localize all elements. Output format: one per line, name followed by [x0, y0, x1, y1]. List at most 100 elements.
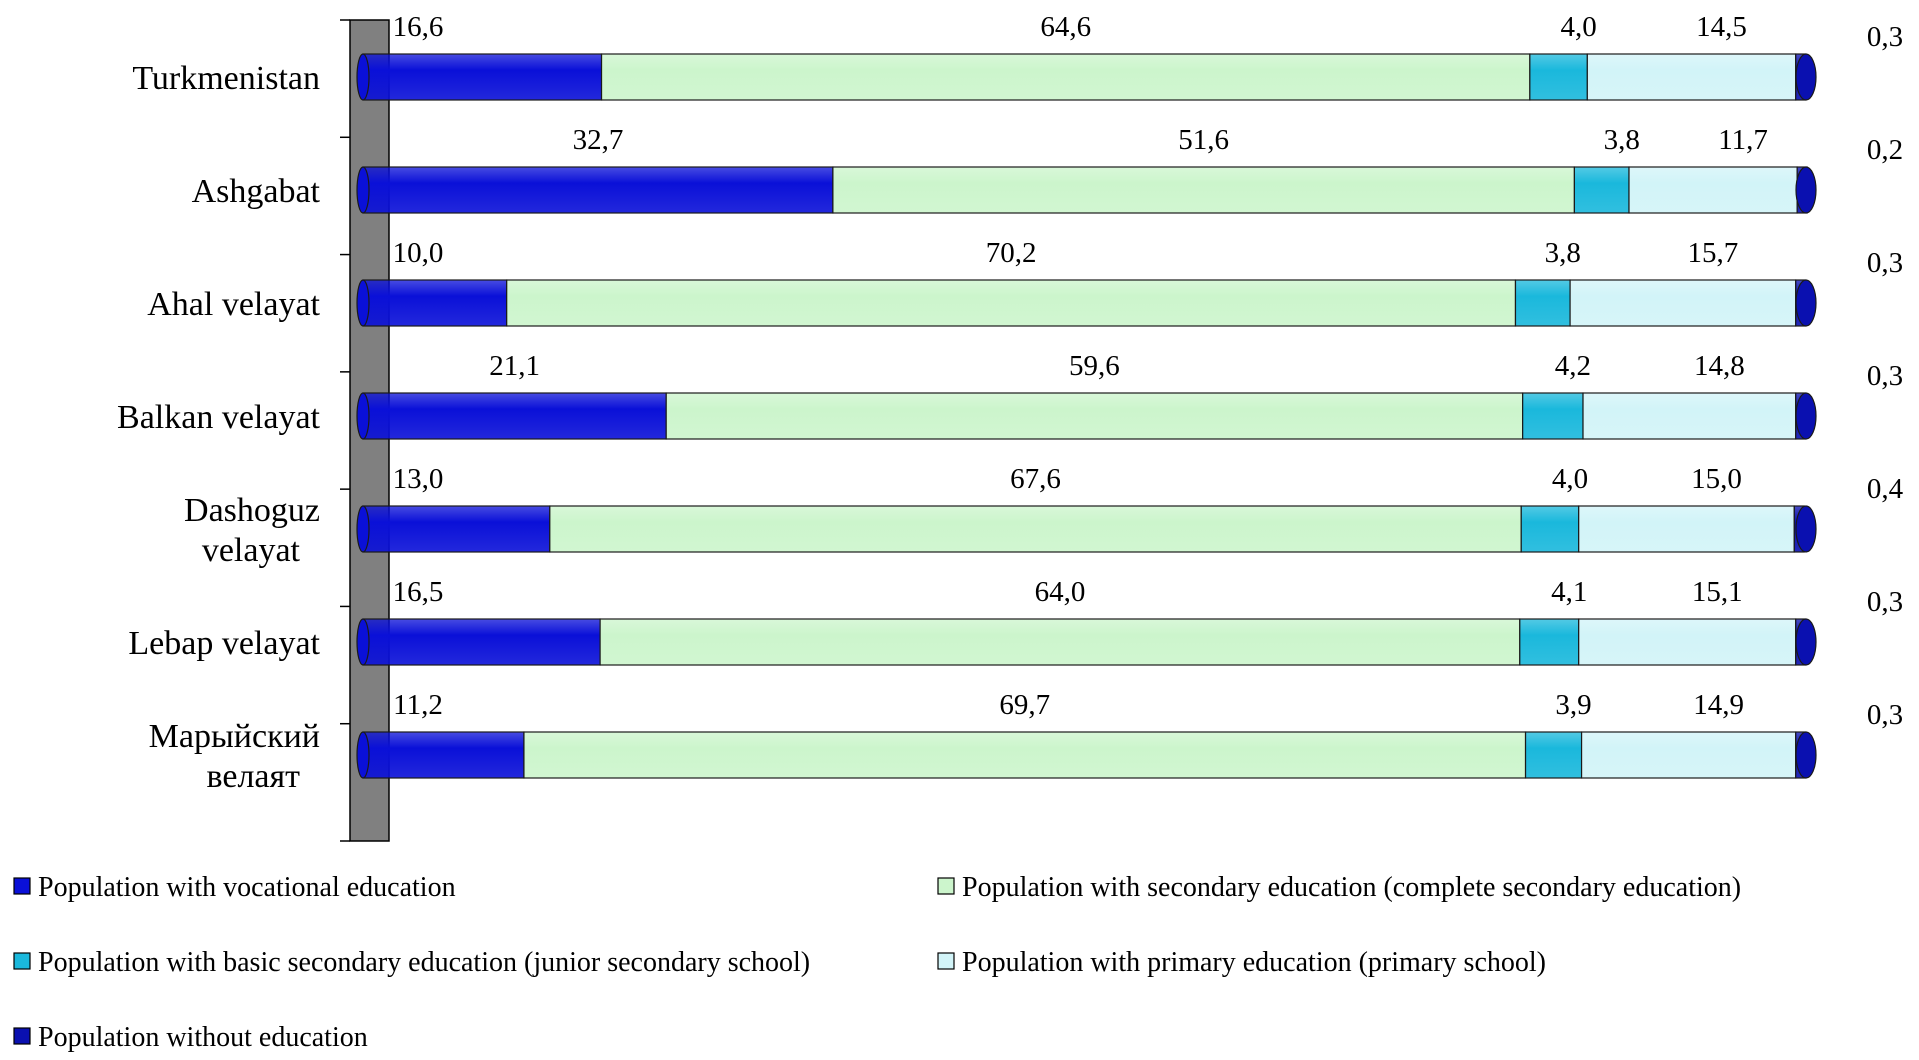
- legend: Population with vocational education Popu…: [13, 872, 1741, 1053]
- data-label: 69,7: [999, 689, 1050, 721]
- bar-segment: [362, 731, 525, 779]
- bar-segment: [362, 166, 834, 214]
- bar-segment: [1520, 505, 1580, 553]
- bar-cap-left: [356, 731, 370, 779]
- legend-swatch: [937, 877, 955, 895]
- bar-segment: [1578, 618, 1797, 666]
- bar-cap-left: [356, 279, 370, 327]
- legend-label: Population with secondary education (com…: [962, 872, 1741, 903]
- data-label: 16,6: [393, 11, 444, 43]
- bar-cap-left: [356, 392, 370, 440]
- bar-cap-left: [356, 505, 370, 553]
- bar-cap-left: [356, 618, 370, 666]
- legend-swatch: [13, 877, 31, 895]
- bar-segment: [1529, 53, 1588, 101]
- data-label: 64,0: [1035, 576, 1086, 608]
- data-label: 15,1: [1692, 576, 1743, 608]
- bar-cap-right: [1795, 279, 1817, 327]
- category-label: Turkmenistan: [132, 60, 320, 97]
- data-label: 0,3: [1867, 247, 1903, 279]
- bar-segment: [832, 166, 1575, 214]
- data-label: 15,7: [1688, 237, 1739, 269]
- data-label: 3,9: [1555, 689, 1591, 721]
- data-label: 4,1: [1551, 576, 1587, 608]
- bar-segment: [1578, 505, 1795, 553]
- data-label: 14,5: [1696, 11, 1747, 43]
- bar-segment: [665, 392, 1524, 440]
- bar-cap-right: [1795, 166, 1817, 214]
- legend-label: Population with basic secondary educatio…: [38, 947, 810, 978]
- data-label: 0,3: [1867, 360, 1903, 392]
- category-label: Dashoguz: [184, 492, 320, 529]
- legend-label: Population with vocational education: [38, 872, 456, 903]
- data-label: 14,9: [1693, 689, 1744, 721]
- bar-segment: [1514, 279, 1571, 327]
- bar-segment: [362, 505, 551, 553]
- category-label: Ahal velayat: [147, 286, 320, 323]
- data-label: 51,6: [1178, 124, 1229, 156]
- bar-segment: [362, 618, 601, 666]
- bar-segment: [362, 279, 508, 327]
- bar-segment: [1522, 392, 1584, 440]
- bar-segment: [523, 731, 1527, 779]
- category-labels: Turkmenistan Ashgabat Ahal velayat Balkan v…: [117, 60, 321, 795]
- data-label: 0,2: [1867, 134, 1903, 166]
- data-label: 0,3: [1867, 586, 1903, 618]
- data-label: 4,0: [1560, 11, 1596, 43]
- data-label: 13,0: [393, 463, 444, 495]
- data-label: 0,3: [1867, 699, 1903, 731]
- category-label: Ashgabat: [192, 173, 321, 210]
- data-label: 64,6: [1040, 11, 1091, 43]
- bar-segment: [1580, 731, 1797, 779]
- data-label: 15,0: [1691, 463, 1742, 495]
- bar-segment: [506, 279, 1517, 327]
- bar-segment: [599, 618, 1521, 666]
- bar-cap-right: [1795, 392, 1817, 440]
- data-label: 21,1: [489, 350, 540, 382]
- bar-segment: [1582, 392, 1797, 440]
- category-label: Balkan velayat: [117, 399, 321, 436]
- bar-segment: [549, 505, 1522, 553]
- bar-segment: [1628, 166, 1798, 214]
- legend-label: Population without education: [38, 1022, 368, 1053]
- bar-cap-right: [1795, 505, 1817, 553]
- bar-cap-left: [356, 53, 370, 101]
- bar-segment: [362, 53, 603, 101]
- data-label: 11,2: [393, 689, 443, 721]
- bar-segment: [1586, 53, 1797, 101]
- data-label: 11,7: [1718, 124, 1768, 156]
- data-label: 10,0: [393, 237, 444, 269]
- bar-cap-left: [356, 166, 370, 214]
- legend-label: Population with primary education (prima…: [962, 947, 1546, 978]
- bars: [356, 53, 1817, 779]
- legend-swatch: [937, 952, 955, 970]
- data-label: 14,8: [1694, 350, 1745, 382]
- legend-swatch: [13, 1027, 31, 1045]
- data-label: 3,8: [1545, 237, 1581, 269]
- bar-cap-right: [1795, 731, 1817, 779]
- bar-segment: [600, 53, 1531, 101]
- bar-segment: [1569, 279, 1797, 327]
- data-label: 32,7: [573, 124, 624, 156]
- bar-segment: [1519, 618, 1580, 666]
- data-label: 16,5: [393, 576, 444, 608]
- bar-segment: [1573, 166, 1630, 214]
- bar-cap-right: [1795, 53, 1817, 101]
- data-label: 4,2: [1555, 350, 1591, 382]
- data-label: 0,4: [1867, 473, 1904, 505]
- data-label: 4,0: [1552, 463, 1588, 495]
- category-label: Марыйский: [149, 718, 320, 755]
- bar-cap-right: [1795, 618, 1817, 666]
- data-label: 70,2: [986, 237, 1037, 269]
- category-label: велаят: [207, 758, 301, 795]
- category-label: velayat: [202, 532, 301, 569]
- bar-segment: [362, 392, 667, 440]
- data-label: 0,3: [1867, 21, 1903, 53]
- data-label: 3,8: [1604, 124, 1640, 156]
- data-label: 59,6: [1069, 350, 1120, 382]
- data-label: 67,6: [1010, 463, 1061, 495]
- legend-swatch: [13, 952, 31, 970]
- data-labels: 16,6 64,6 4,0 14,5 0,3 32,7 51,6 3,8 11,7 0,2 10,0…: [393, 11, 1904, 731]
- bar-segment: [1524, 731, 1583, 779]
